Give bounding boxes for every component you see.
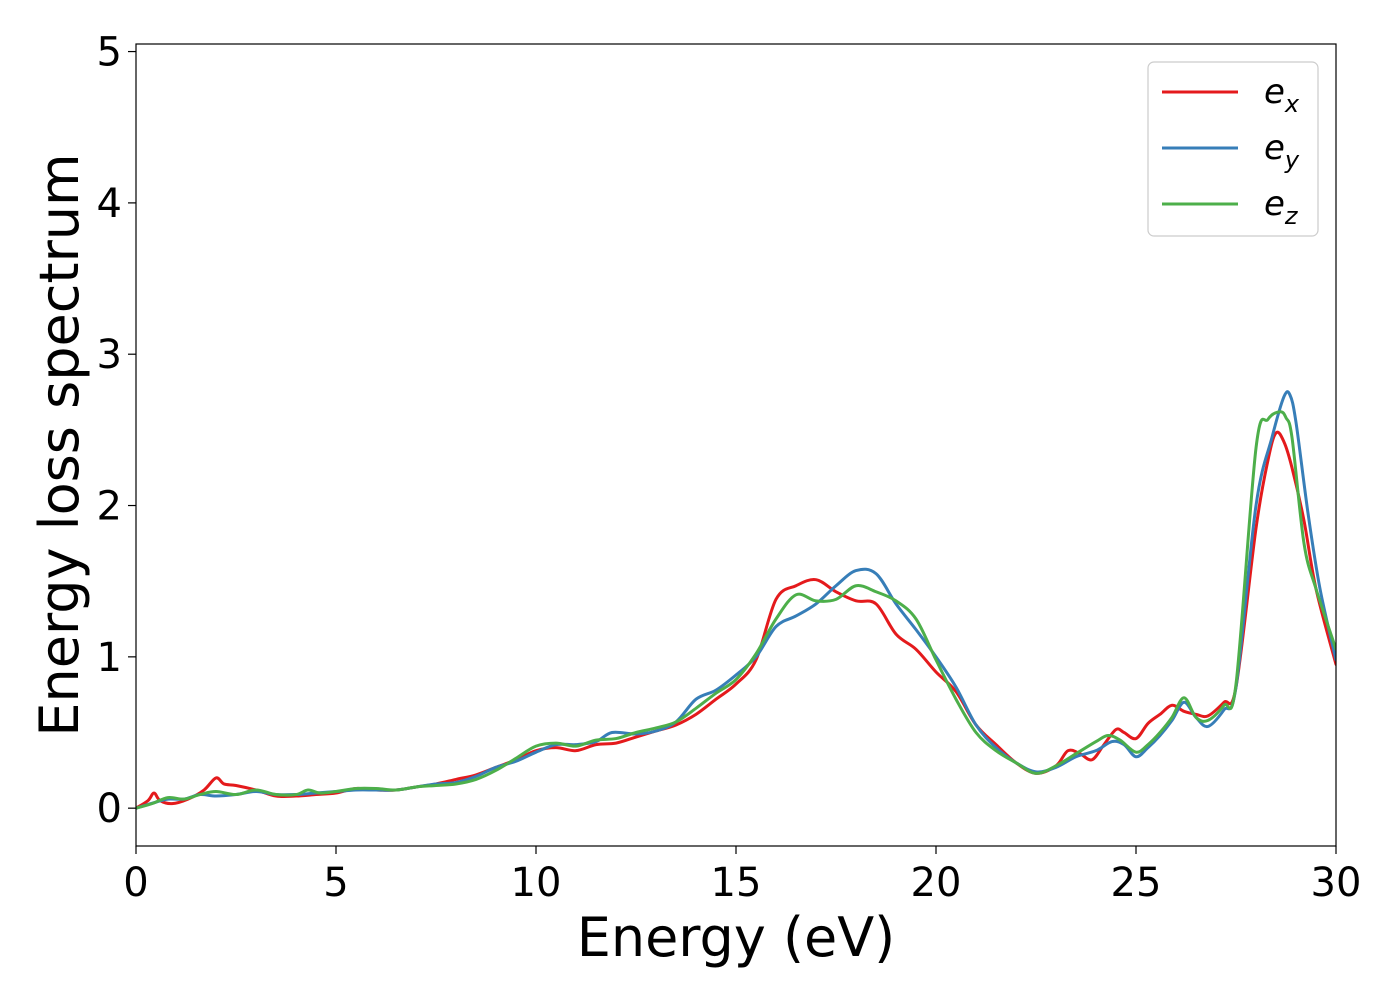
series-line-ez <box>136 410 1336 810</box>
series-line-ey <box>136 390 1336 810</box>
y-axis: 0 1 2 3 4 5 <box>97 30 136 832</box>
y-tick-label: 4 <box>97 181 122 227</box>
legend-label: ez <box>1264 184 1299 230</box>
plot-frame <box>135 43 1337 847</box>
x-tick-label: 5 <box>323 860 348 906</box>
x-tick-label: 20 <box>911 860 962 906</box>
legend-label: ey <box>1264 128 1300 174</box>
y-tick-label: 5 <box>97 30 122 76</box>
x-tick-label: 10 <box>511 860 562 906</box>
series-line-ex <box>136 430 1336 810</box>
legend-label: ex <box>1264 72 1300 118</box>
y-tick-label: 3 <box>97 332 122 378</box>
y-axis-title: Energy loss spectrum <box>28 153 91 736</box>
x-axis-title: Energy (eV) <box>577 906 896 969</box>
y-tick-label: 2 <box>97 484 122 530</box>
legend: ex ey ez <box>1147 61 1319 237</box>
plot-area <box>136 390 1336 810</box>
x-tick-label: 0 <box>123 860 148 906</box>
y-tick-label: 1 <box>97 635 122 681</box>
x-tick-label: 15 <box>711 860 762 906</box>
x-axis: 0 5 10 15 20 25 30 <box>123 846 1361 906</box>
y-tick-label: 0 <box>97 786 122 832</box>
x-tick-label: 25 <box>1111 860 1162 906</box>
x-tick-label: 30 <box>1311 860 1362 906</box>
